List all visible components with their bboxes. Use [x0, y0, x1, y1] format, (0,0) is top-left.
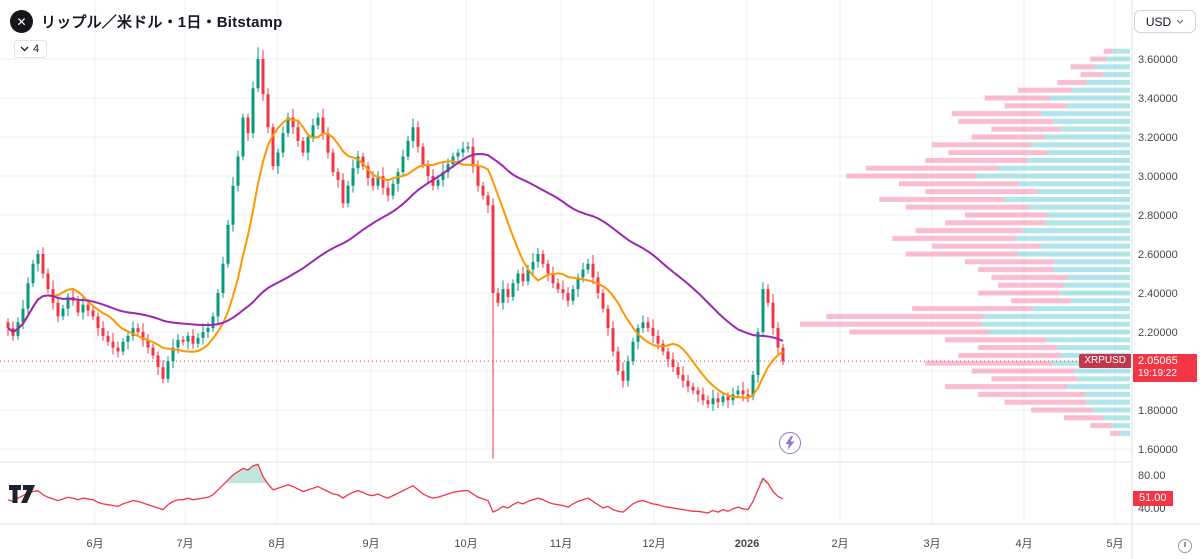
current-price-badge: 2.05065 19:19:22: [1133, 354, 1197, 383]
current-price-value: 2.05065: [1138, 355, 1178, 368]
svg-text:5月: 5月: [1106, 538, 1123, 550]
oscillator-value-badge: 51.00: [1133, 490, 1173, 506]
chevron-down-icon: [20, 46, 29, 52]
candles-series: [6, 47, 785, 459]
svg-text:2026: 2026: [735, 538, 759, 550]
currency-usd-button[interactable]: USD: [1134, 10, 1196, 33]
svg-text:10月: 10月: [454, 538, 477, 550]
svg-text:9月: 9月: [362, 538, 379, 550]
svg-text:80.00: 80.00: [1138, 470, 1166, 482]
volume-profile: [800, 48, 1130, 436]
svg-text:3.40000: 3.40000: [1138, 93, 1178, 105]
ma-slow-line: [7, 152, 784, 342]
symbol-header: ✕ リップル／米ドル・1日・Bitstamp: [10, 10, 283, 33]
svg-text:7月: 7月: [176, 538, 193, 550]
oscillator-line: [7, 463, 784, 514]
grid-lines: [0, 0, 1132, 524]
xrp-logo-icon: ✕: [10, 10, 33, 33]
tradingview-logo[interactable]: [8, 484, 36, 509]
svg-text:12月: 12月: [642, 538, 665, 550]
ma-fast-line: [7, 117, 784, 399]
svg-text:3.00000: 3.00000: [1138, 171, 1178, 183]
quick-trade-button[interactable]: [779, 432, 801, 454]
svg-text:2.60000: 2.60000: [1138, 249, 1178, 261]
timezone-clock-icon[interactable]: [1178, 539, 1192, 553]
symbol-price-tag: XRPUSD: [1079, 354, 1131, 369]
svg-text:8月: 8月: [268, 538, 285, 550]
svg-text:2.40000: 2.40000: [1138, 288, 1178, 300]
svg-text:2.20000: 2.20000: [1138, 327, 1178, 339]
svg-text:6月: 6月: [86, 538, 103, 550]
svg-text:40.00: 40.00: [1138, 503, 1166, 515]
svg-text:2.80000: 2.80000: [1138, 210, 1178, 222]
svg-text:1.60000: 1.60000: [1138, 444, 1178, 456]
svg-text:4月: 4月: [1015, 538, 1032, 550]
svg-text:3.60000: 3.60000: [1138, 54, 1178, 66]
indicators-collapse-button[interactable]: 4: [14, 40, 48, 58]
indicator-count: 4: [33, 43, 40, 55]
lightning-icon: [785, 436, 795, 450]
bar-countdown: 19:19:22: [1138, 368, 1177, 380]
svg-text:1.80000: 1.80000: [1138, 405, 1178, 417]
svg-text:3月: 3月: [923, 538, 940, 550]
svg-text:2月: 2月: [831, 538, 848, 550]
svg-text:3.20000: 3.20000: [1138, 132, 1178, 144]
tradingview-logo-icon: [9, 485, 35, 503]
price-axis[interactable]: 3.60000 3.40000 3.20000 3.00000 2.80000 2.600…: [1138, 54, 1178, 515]
chevron-down-icon: [1176, 19, 1184, 24]
time-axis[interactable]: 6月 7月 8月 9月 10月 11月 12月 2026 2月 3月 4月 5月: [86, 538, 1123, 550]
currency-label: USD: [1145, 14, 1172, 29]
svg-text:11月: 11月: [550, 538, 572, 550]
oscillator-overbought-fill: [8, 464, 783, 484]
symbol-title[interactable]: リップル／米ドル・1日・Bitstamp: [41, 14, 283, 31]
